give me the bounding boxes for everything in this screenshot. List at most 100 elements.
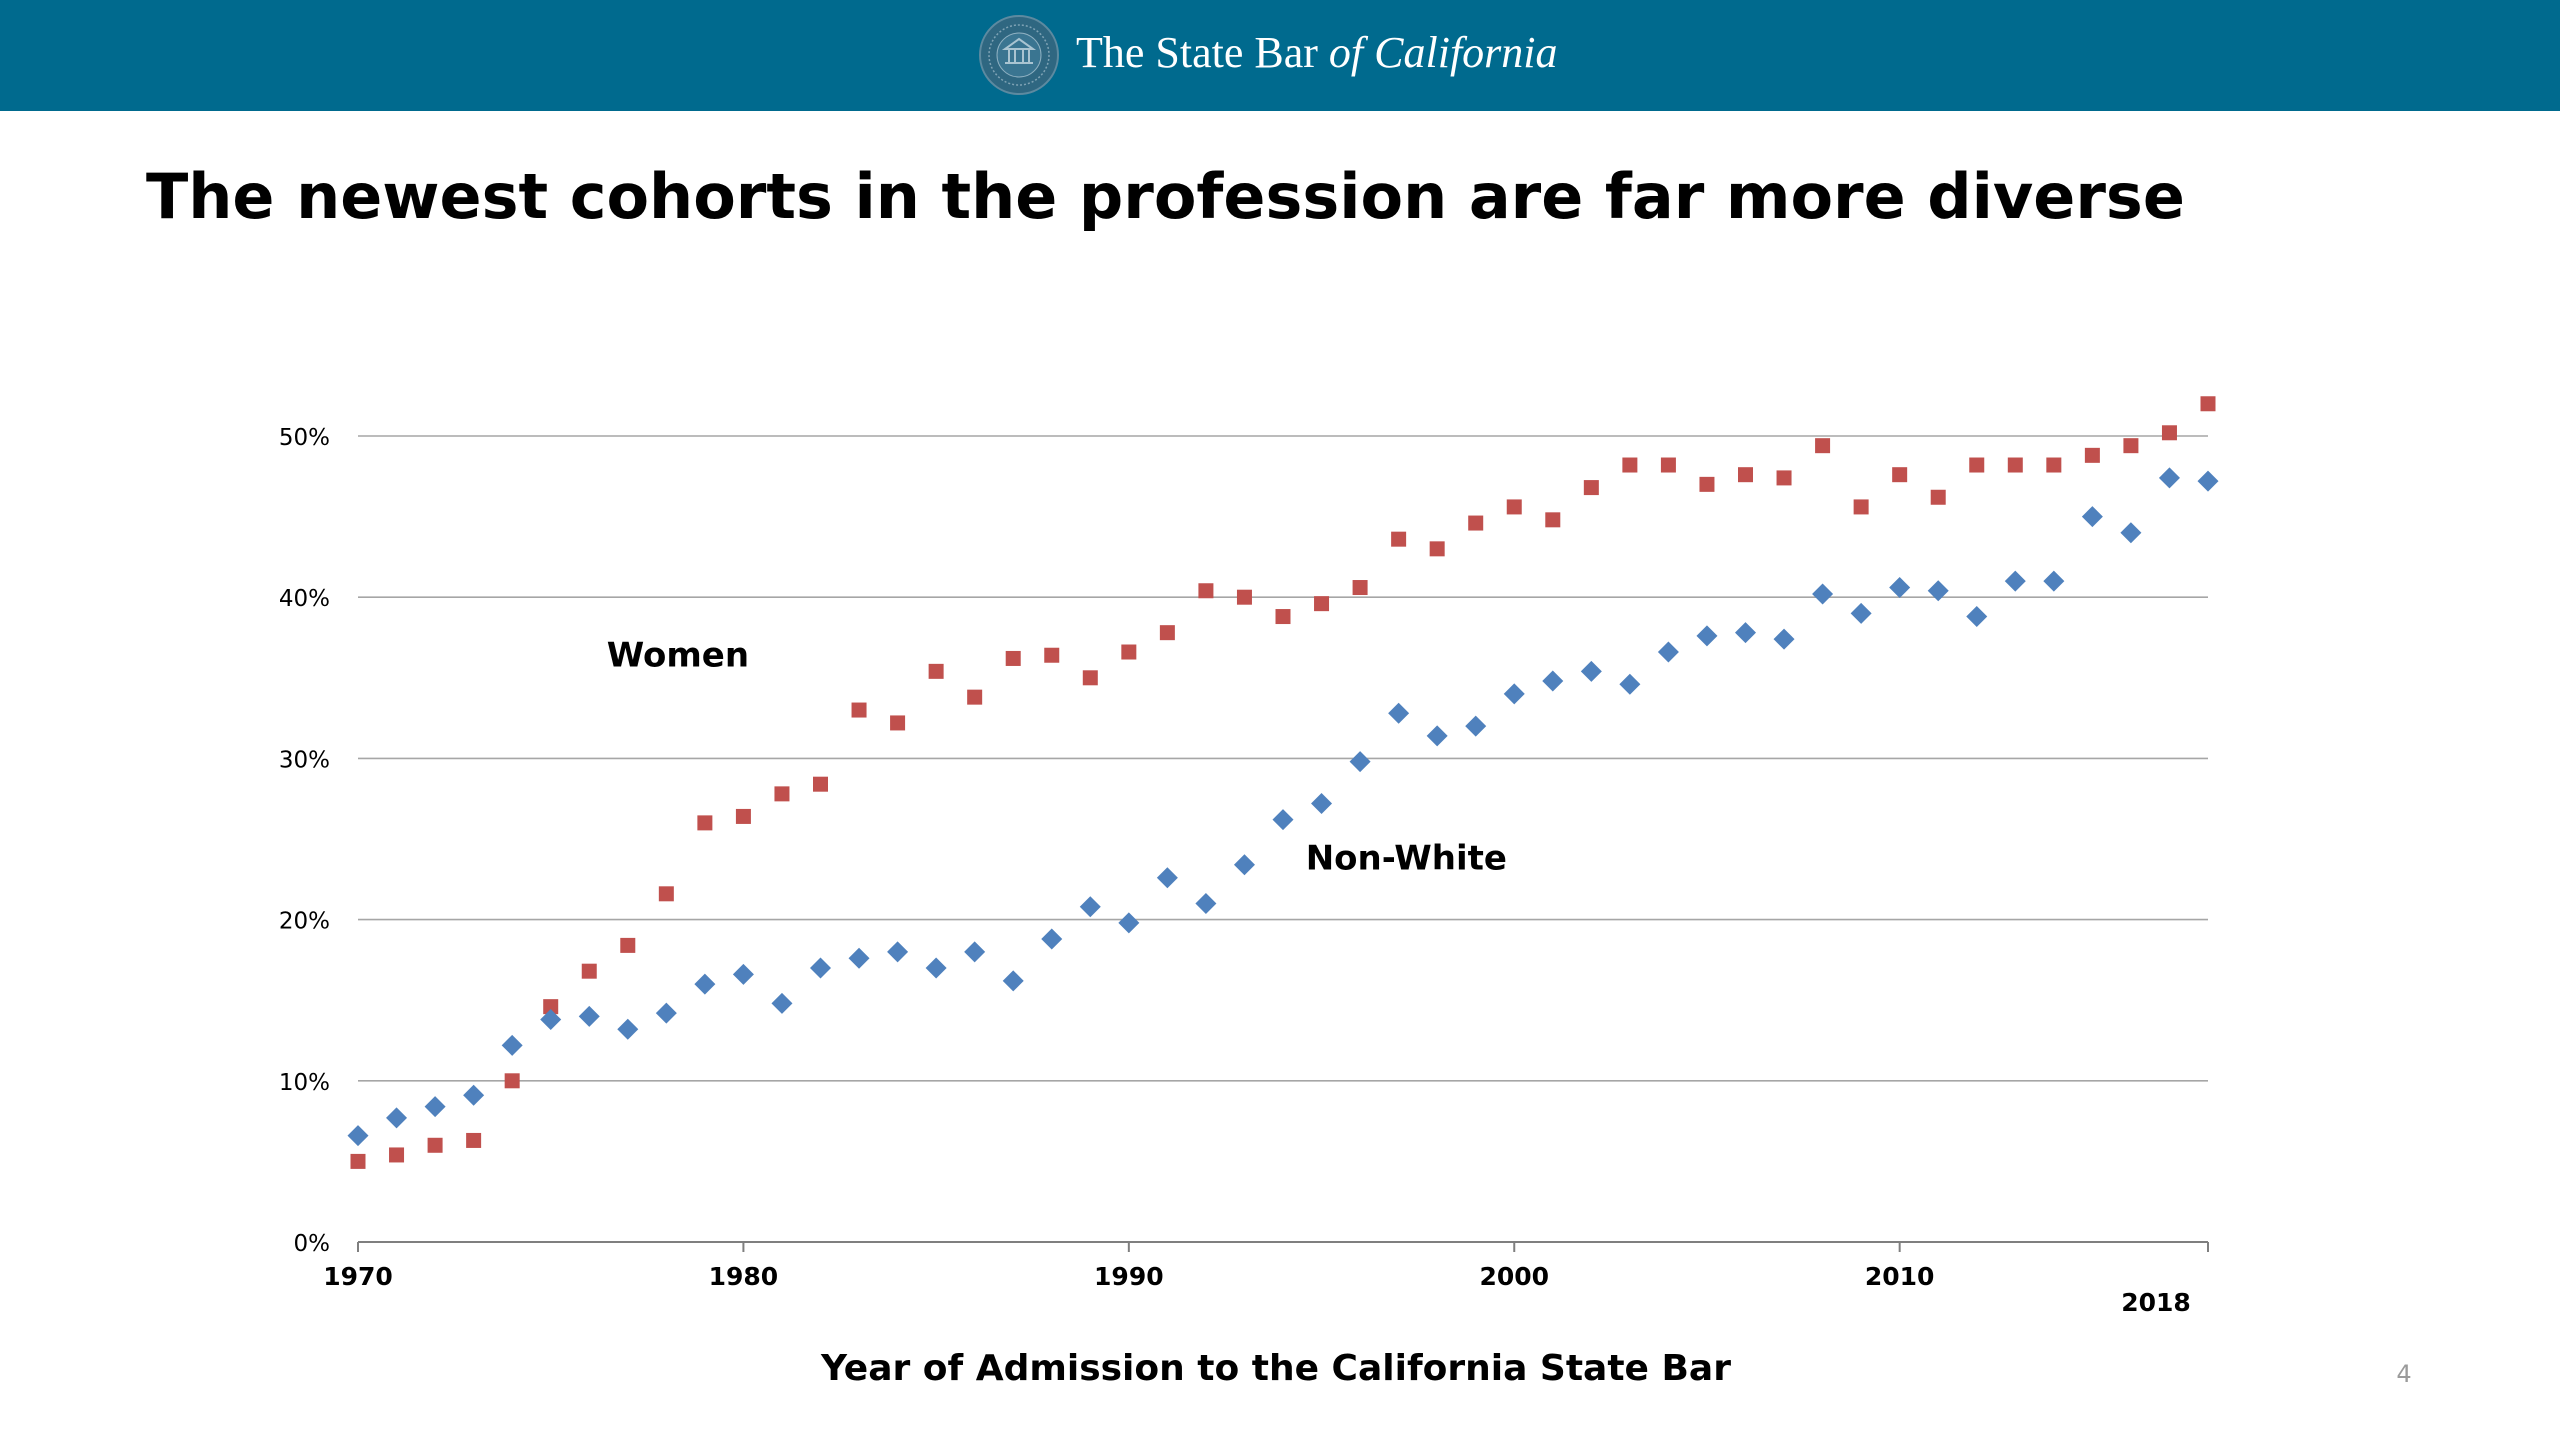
non-white-point [2004,570,2026,592]
women-point [1738,467,1753,483]
non-white-point [1812,583,1834,605]
women-point [1969,457,1985,473]
non-white-point [771,992,793,1014]
non-white-point [1002,970,1024,992]
y-tick-label: 10% [279,1070,330,1096]
women-point [1314,596,1330,612]
x-tick-label: 1980 [709,1262,779,1291]
non-white-point [1272,809,1294,831]
women-point [813,776,828,792]
non-white-point [1773,628,1795,650]
non-white-series-label: Non-White [1306,839,1507,879]
non-white-point [1927,580,1949,602]
non-white-point [848,947,870,969]
x-tick-label: 2000 [1479,1262,1549,1291]
non-white-point [1735,622,1756,644]
y-tick-label: 50% [279,425,330,451]
women-point [2200,396,2216,412]
x-tick-label: 2010 [1865,1262,1935,1291]
y-tick-label: 20% [279,909,330,935]
header-bar: The State Bar of California [0,0,2560,111]
women-point [658,886,674,902]
non-white-point [501,1034,523,1056]
women-point [2007,457,2023,473]
non-white-point [1542,670,1564,692]
marker-layer [347,396,2219,1169]
women-point [1930,489,1946,505]
women-point [504,1073,520,1089]
non-white-point [1041,928,1063,950]
non-white-point [424,1096,446,1118]
non-white-point [2120,522,2142,544]
non-white-point [578,1005,600,1027]
women-point [1429,541,1445,557]
women-point [1622,457,1638,473]
women-point [1275,609,1291,625]
women-point [1660,457,1676,473]
non-white-point [463,1084,485,1106]
non-white-point [1118,912,1140,934]
women-series-label: Women [607,636,749,676]
non-white-point [2158,467,2180,489]
women-point [1236,589,1252,605]
women-point [735,808,751,824]
women-point [1044,647,1060,663]
women-point [350,1153,366,1169]
axis-layer: 0% 10% 20% 30% 40% 50% 1970 1980 1990 2000 2010 201… [279,425,2209,1317]
non-white-point [1465,715,1487,737]
women-point [1005,650,1021,666]
non-white-point [1966,606,1988,628]
brand-name: The State Bar of California [1076,0,1558,111]
women-point [1198,583,1214,599]
women-point [1468,515,1484,531]
non-white-point [810,957,831,979]
y-tick-label: 0% [294,1231,331,1257]
women-point [2084,447,2100,463]
women-point [2161,425,2177,441]
page-number: 4 [2396,1360,2411,1388]
women-point [1853,499,1869,515]
women-point [620,937,636,953]
non-white-point [1233,854,1255,876]
x-tick-label: 1970 [323,1262,393,1291]
non-white-point [2081,506,2103,528]
women-point [2046,457,2062,473]
women-point [774,786,790,802]
women-point [967,689,983,705]
label-layer: Women Non-White [607,636,1507,879]
non-white-point [732,963,754,985]
non-white-point [655,1002,677,1024]
non-white-point [1580,660,1602,682]
slide-title: The newest cohorts in the profession are… [146,160,2185,233]
non-white-point [1657,641,1679,663]
x-tick-label-2018: 2018 [2121,1288,2191,1317]
women-point [2123,438,2139,454]
non-white-point [694,973,716,995]
women-point [389,1147,405,1163]
women-point [1892,467,1908,483]
non-white-point [617,1018,639,1040]
brand-prefix: The State Bar [1076,28,1318,77]
non-white-point [1503,683,1525,705]
non-white-point [1850,602,1872,624]
non-white-point [1889,577,1911,599]
non-white-point [925,957,947,979]
women-point [697,815,713,831]
brand-italic: of California [1328,28,1558,77]
non-white-point [964,941,986,963]
state-bar-seal-icon [979,15,1059,95]
women-point [427,1137,443,1153]
women-point [466,1132,482,1148]
y-tick-label: 30% [279,747,330,773]
non-white-point [887,941,909,963]
women-point [1545,512,1561,528]
non-white-point [540,1009,562,1031]
x-tick-label: 1990 [1094,1262,1164,1291]
non-white-point [1388,702,1410,724]
women-point [543,999,559,1015]
women-point [928,663,944,679]
women-point [851,702,867,718]
non-white-point [1696,625,1718,647]
non-white-point [2043,570,2065,592]
women-point [1506,499,1522,515]
